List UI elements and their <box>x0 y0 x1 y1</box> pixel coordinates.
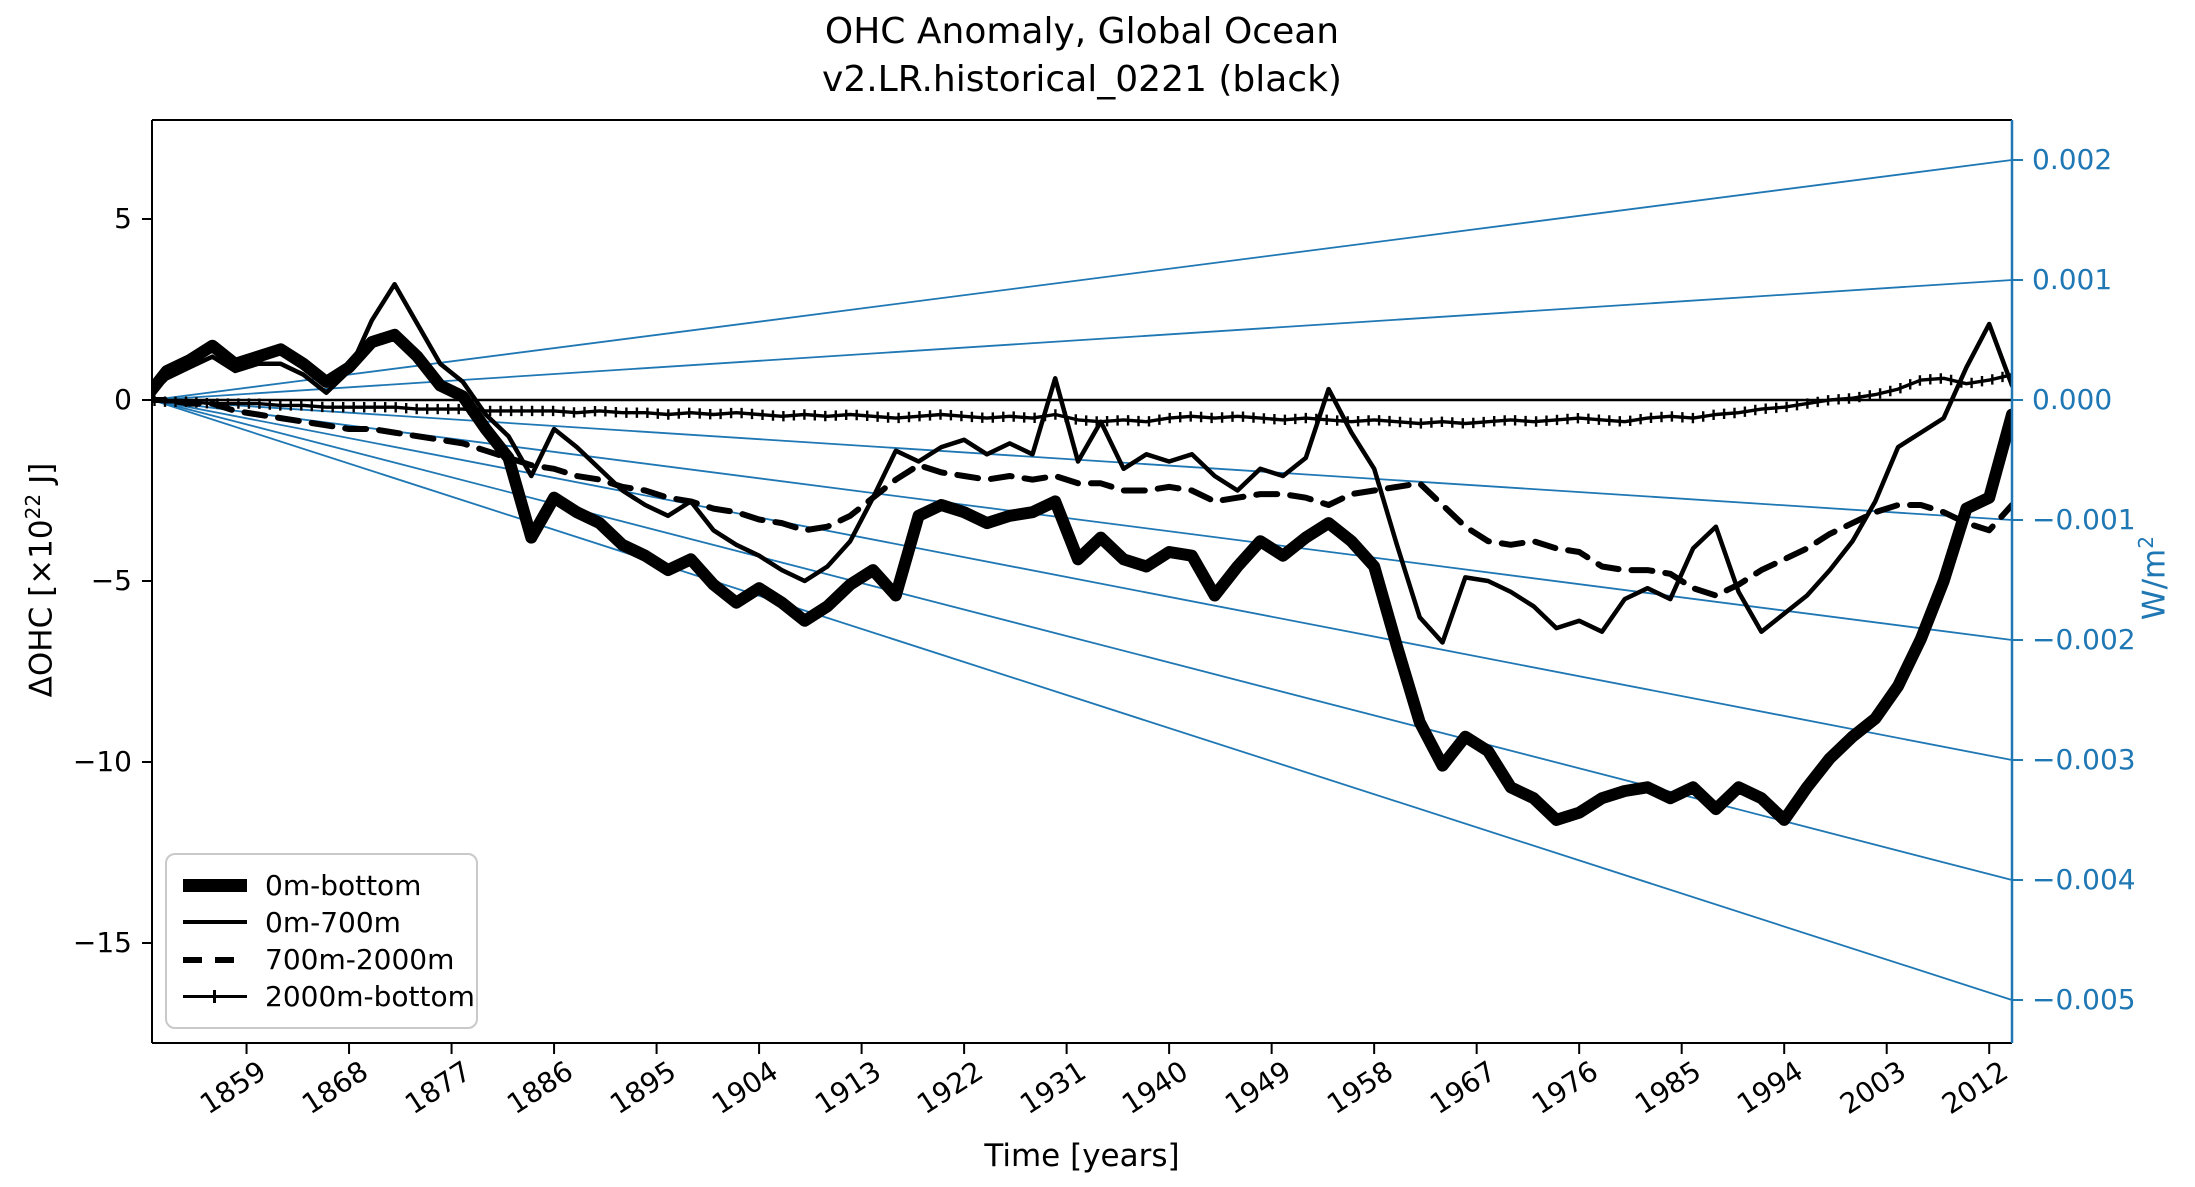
flux-line <box>151 399 2013 881</box>
y-tick-label-left: 0 <box>114 383 132 416</box>
legend-item-0m-bottom: 0m-bottom <box>183 867 460 903</box>
axis-tick-marks <box>142 159 2023 1054</box>
flux-line <box>151 159 2013 401</box>
y-axis-label-right: W/m2 <box>2134 428 2176 728</box>
chart-title-line2: v2.LR.historical_0221 (black) <box>822 58 1342 100</box>
legend-line-thin <box>183 920 247 925</box>
legend-line-dashed <box>183 956 247 963</box>
legend-line-thick <box>183 878 247 892</box>
legend-label: 0m-700m <box>265 905 401 939</box>
y-tick-label-right: 0.001 <box>2032 263 2113 296</box>
y-tick-label-right: −0.002 <box>2032 623 2136 656</box>
legend-label: 0m-bottom <box>265 868 422 902</box>
legend-label: 2000m-bottom <box>265 980 475 1014</box>
curve-0m-700m <box>152 281 2012 645</box>
y-tick-label-right: 0.002 <box>2032 143 2113 176</box>
flux-line <box>151 399 2013 641</box>
curve-2000m-bottom <box>152 373 2012 426</box>
legend: 0m-bottom 0m-700m 700m-2000m 2000m-botto… <box>165 853 478 1029</box>
ylabel-right-exponent: 2 <box>2134 535 2158 549</box>
y-tick-label-right: −0.005 <box>2032 983 2136 1016</box>
ylabel-left-exponent: 22 <box>21 493 45 520</box>
chart-title: OHC Anomaly, Global Ocean v2.LR.historic… <box>382 8 1782 103</box>
ylabel-left-text: ΔOHC [×10 <box>23 519 60 698</box>
series-curves <box>152 281 2012 826</box>
y-tick-label-left: 5 <box>114 202 132 235</box>
legend-label: 700m-2000m <box>265 943 455 977</box>
y-tick-label-left: −5 <box>90 564 132 597</box>
y-tick-label-left: −10 <box>72 745 132 778</box>
ylabel-left-unit: J] <box>23 462 60 494</box>
curve-2000m-bottom-plus-markers <box>153 371 2004 429</box>
chart-title-line1: OHC Anomaly, Global Ocean <box>824 11 1340 52</box>
flux-line <box>151 399 2013 521</box>
legend-plus-vbar <box>213 990 216 1004</box>
legend-item-2000m-bottom: 2000m-bottom <box>183 979 475 1015</box>
curve-0m-bottom <box>152 328 2012 826</box>
x-axis-label: Time [years] <box>984 1138 1180 1174</box>
legend-item-700m-2000m: 700m-2000m <box>183 942 460 978</box>
y-tick-label-left: −15 <box>72 926 132 959</box>
flux-line <box>151 399 2013 1001</box>
y-tick-label-right: −0.003 <box>2032 743 2136 776</box>
y-tick-label-right: −0.001 <box>2032 503 2136 536</box>
ylabel-right-text: W/m <box>2136 548 2173 621</box>
flux-line <box>151 399 2013 761</box>
y-tick-label-right: 0.000 <box>2032 383 2113 416</box>
legend-line-plus-marker <box>183 990 247 1004</box>
y-tick-label-right: −0.004 <box>2032 863 2136 896</box>
curve-700m-2000m <box>152 397 2012 599</box>
legend-item-0m-700m: 0m-700m <box>183 904 460 940</box>
